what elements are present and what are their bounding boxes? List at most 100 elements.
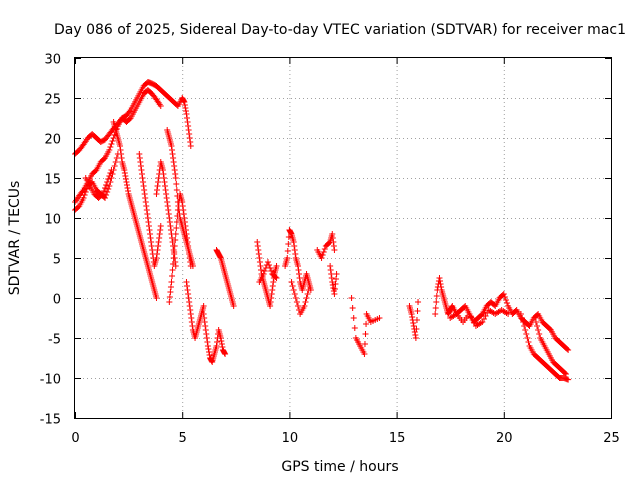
data-point	[108, 141, 115, 147]
data-point	[260, 271, 267, 277]
data-point	[257, 263, 264, 269]
data-point	[161, 179, 168, 185]
data-point	[155, 175, 162, 181]
data-point	[123, 182, 130, 188]
data-point	[517, 311, 524, 317]
data-point	[154, 187, 161, 193]
data-point	[142, 195, 149, 201]
data-point	[171, 243, 178, 249]
data-point	[535, 327, 542, 333]
data-point	[173, 219, 180, 225]
data-point	[172, 175, 179, 181]
data-point	[164, 199, 171, 205]
data-point	[204, 339, 211, 345]
data-point	[187, 139, 194, 145]
data-point	[204, 343, 211, 349]
data-point	[328, 271, 335, 277]
data-point	[168, 143, 175, 149]
data-point	[144, 211, 151, 217]
data-point	[167, 284, 174, 290]
data-point	[147, 235, 154, 241]
data-point	[186, 303, 193, 309]
data-point	[154, 247, 161, 253]
data-point	[141, 191, 148, 197]
data-point	[108, 167, 115, 173]
data-point	[218, 338, 225, 344]
data-point	[410, 320, 417, 326]
data-point	[154, 251, 161, 257]
data-point	[521, 323, 528, 329]
data-point	[122, 176, 129, 182]
data-point	[103, 182, 110, 188]
data-point	[201, 319, 208, 325]
data-point	[173, 225, 180, 231]
data-point	[155, 179, 162, 185]
y-tick-label: 10	[44, 213, 61, 228]
data-point	[348, 295, 355, 301]
data-point	[173, 181, 180, 187]
data-point	[525, 339, 532, 345]
data-point	[436, 275, 443, 281]
data-point	[331, 291, 338, 297]
data-point	[140, 183, 147, 189]
data-point	[332, 281, 339, 287]
data-point	[180, 211, 187, 217]
data-point	[290, 287, 297, 293]
data-point	[285, 241, 292, 247]
data-point	[147, 231, 154, 237]
data-point	[500, 291, 507, 297]
data-point	[182, 105, 189, 111]
data-point	[267, 299, 274, 305]
data-point	[187, 311, 194, 317]
data-point	[172, 231, 179, 237]
data-point	[82, 189, 89, 195]
data-point	[180, 207, 187, 213]
data-point	[203, 335, 210, 341]
data-point	[413, 326, 420, 332]
data-point	[415, 299, 422, 305]
data-point	[166, 215, 173, 221]
data-point	[329, 279, 336, 285]
data-point	[80, 195, 87, 201]
data-point	[143, 207, 150, 213]
data-point	[157, 227, 164, 233]
data-point	[256, 255, 263, 261]
data-point	[155, 243, 162, 249]
data-point	[182, 223, 189, 229]
data-point	[153, 255, 160, 261]
data-point	[184, 287, 191, 293]
data-point	[136, 155, 143, 161]
data-point	[273, 275, 280, 281]
data-point	[156, 235, 163, 241]
data-point	[162, 187, 169, 193]
data-point	[125, 188, 132, 194]
data-point	[294, 263, 301, 269]
data-point	[213, 343, 220, 349]
data-point	[140, 179, 147, 185]
data-point	[172, 237, 179, 243]
data-point	[565, 376, 572, 383]
data-point	[123, 179, 130, 185]
data-point	[519, 315, 526, 321]
y-tick-label: 30	[44, 53, 61, 68]
data-point	[254, 243, 261, 249]
data-point	[504, 300, 511, 306]
data-point	[183, 111, 190, 117]
data-point	[318, 255, 325, 261]
data-point	[163, 191, 170, 197]
data-point	[412, 332, 419, 338]
data-point	[221, 350, 228, 356]
data-point	[410, 323, 417, 329]
data-point	[187, 143, 194, 149]
data-point	[327, 263, 334, 269]
data-point	[185, 243, 192, 249]
data-point	[292, 251, 299, 257]
data-point	[174, 213, 181, 219]
data-point	[230, 303, 237, 309]
data-point	[413, 317, 420, 323]
data-point	[83, 186, 90, 192]
data-point	[181, 102, 188, 108]
data-point	[301, 303, 308, 309]
data-point	[433, 293, 440, 299]
data-point	[170, 261, 177, 267]
